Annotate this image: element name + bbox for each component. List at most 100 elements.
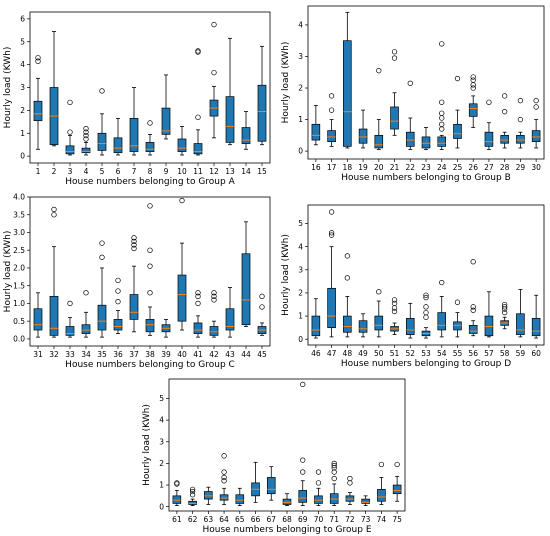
iqr-box <box>390 106 399 130</box>
x-tick-label: 61 <box>172 515 182 524</box>
outlier-point <box>391 308 398 315</box>
outlier-point <box>174 480 180 486</box>
outlier-point <box>502 109 508 115</box>
outlier-point <box>454 75 461 82</box>
box-3 <box>65 99 75 156</box>
outlier-point <box>51 206 57 213</box>
iqr-box <box>266 477 276 495</box>
x-tick-label: 75 <box>392 515 402 524</box>
x-tick-label: 18 <box>343 163 353 172</box>
iqr-box <box>484 131 494 147</box>
outlier-point <box>131 235 137 241</box>
iqr-box <box>188 500 197 505</box>
outlier-point <box>67 99 73 106</box>
x-tick-label: 68 <box>282 515 292 524</box>
x-tick-label: 50 <box>374 349 384 358</box>
outlier-point <box>533 97 539 104</box>
x-tick-label: 14 <box>241 167 251 176</box>
x-axis-title: House numbers belonging to Group A <box>65 177 235 187</box>
box-75 <box>392 461 402 502</box>
box-69 <box>298 381 308 506</box>
box-50 <box>374 289 384 338</box>
iqr-box <box>531 318 541 337</box>
outlier-point <box>300 469 306 475</box>
outlier-point <box>423 292 429 298</box>
iqr-box <box>358 128 368 144</box>
iqr-box <box>225 96 235 143</box>
iqr-box <box>97 304 107 331</box>
x-tick-label: 52 <box>405 349 415 358</box>
iqr-box <box>97 132 107 151</box>
outlier-point <box>391 305 398 311</box>
iqr-box <box>235 494 245 504</box>
outlier-point <box>502 304 508 310</box>
x-tick-label: 54 <box>437 349 447 358</box>
chart-panel-3: 0.0 0.5 1.0 1.5 2.0 2.5 3.0 3.5 4.0 31 32 33 34 35 36 3… <box>3 193 271 370</box>
outlier-point <box>83 290 89 296</box>
x-tick-label: 16 <box>311 163 321 172</box>
iqr-box <box>204 491 213 500</box>
y-tick-label: 1 <box>298 312 303 321</box>
x-tick-label: 42 <box>209 350 219 359</box>
outlier-point <box>300 381 306 388</box>
x-tick-label: 27 <box>484 163 494 172</box>
y-tick-label: 0 <box>298 147 303 156</box>
box-9 <box>161 74 171 140</box>
iqr-box <box>311 315 321 337</box>
y-axis-title: Hourly load (KWh) <box>281 234 291 316</box>
box-45 <box>257 293 267 336</box>
iqr-box <box>468 324 478 334</box>
iqr-box <box>193 143 203 155</box>
box-14 <box>241 111 251 150</box>
outlier-point <box>391 49 398 55</box>
x-tick-label: 40 <box>177 350 187 359</box>
outlier-point <box>259 293 265 299</box>
y-tick-label: 1 <box>298 115 303 124</box>
x-tick-label: 45 <box>257 350 267 359</box>
outlier-point <box>195 114 201 120</box>
y-tick-label: 0 <box>20 152 25 161</box>
box-41 <box>193 290 203 338</box>
outlier-point <box>195 293 201 299</box>
y-tick-label: 1.5 <box>13 281 25 290</box>
box-18 <box>343 11 352 149</box>
iqr-box <box>282 498 292 505</box>
iqr-box <box>65 326 75 336</box>
x-tick-label: 29 <box>516 163 526 172</box>
outlier-point <box>211 297 217 303</box>
outlier-point <box>179 197 185 204</box>
outlier-point <box>470 82 476 88</box>
iqr-box <box>49 295 59 336</box>
x-tick-label: 23 <box>421 163 431 172</box>
outlier-point <box>454 299 461 305</box>
x-tick-label: 12 <box>209 167 219 176</box>
y-axis-title: Hourly load (KWh) <box>281 42 291 124</box>
outlier-point <box>376 68 382 74</box>
iqr-box <box>516 313 525 335</box>
x-tick-label: 9 <box>164 167 169 176</box>
box-19 <box>358 109 368 149</box>
y-tick-label: 2 <box>298 84 303 93</box>
box-56 <box>468 259 478 337</box>
box-5 <box>97 88 107 156</box>
y-tick-label: 2 <box>298 289 303 298</box>
outlier-point <box>99 88 105 94</box>
x-tick-label: 3 <box>68 167 73 176</box>
x-tick-label: 20 <box>374 163 384 172</box>
outlier-point <box>328 107 335 113</box>
x-tick-label: 57 <box>484 349 494 358</box>
outlier-point <box>439 279 445 286</box>
box-6 <box>113 117 123 156</box>
x-tick-label: 13 <box>225 167 235 176</box>
box-4 <box>81 126 91 156</box>
x-tick-label: 66 <box>251 515 261 524</box>
x-tick-label: 26 <box>468 163 478 172</box>
x-tick-label: 67 <box>266 515 276 524</box>
box-40 <box>177 197 187 331</box>
iqr-box <box>358 320 368 333</box>
outlier-point <box>423 314 429 320</box>
iqr-box <box>209 326 219 336</box>
iqr-box <box>377 489 386 502</box>
